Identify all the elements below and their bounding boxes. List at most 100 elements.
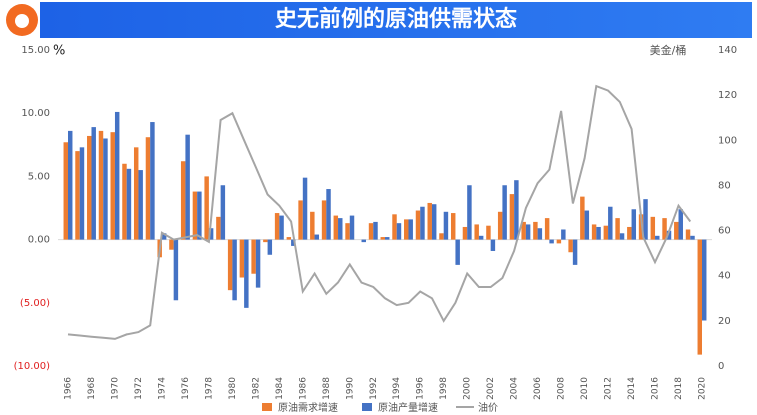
bar [169,239,174,250]
bar [408,219,413,240]
legend-swatch [362,403,372,411]
bar [697,239,702,355]
bar [678,209,683,240]
bar [114,111,120,240]
bar [549,239,554,244]
bar [75,151,80,240]
bar [68,130,73,240]
bar [415,210,421,240]
x-tick-label: 1998 [439,377,449,400]
bar [490,239,496,251]
bar [326,189,331,240]
bar [349,215,355,240]
x-tick-label: 1976 [181,377,191,400]
bar [584,210,590,240]
bar [255,239,261,288]
y2-tick-label: 20 [718,316,731,327]
bar [274,213,280,240]
legend-label: 油价 [478,401,498,414]
bar [431,204,437,240]
x-tick-label: 2018 [674,377,684,400]
bar [514,180,519,240]
legend-label: 原油产量增速 [378,401,438,414]
x-tick-label: 2016 [651,377,661,400]
bar [638,214,644,240]
y-tick-label: 5.00 [28,171,50,182]
x-tick-label: 2014 [627,377,637,400]
bar [650,216,656,240]
x-tick-label: 1996 [416,377,426,400]
x-tick-label: 1990 [345,377,355,400]
bar [286,237,292,240]
bar [145,137,151,240]
bar [443,211,449,240]
bar [392,214,397,240]
bar [420,206,425,240]
bar [596,226,601,240]
bar [561,229,566,240]
bar [192,191,198,240]
bar [615,218,620,240]
bar [525,224,531,240]
x-tick-label: 2010 [580,377,590,400]
y2-label: 美金/桶 [650,43,687,57]
bar [239,239,245,278]
x-tick-label: 1984 [275,377,285,400]
bar [674,221,679,240]
x-tick-label: 1982 [251,377,261,400]
bar [345,223,350,240]
bar [298,200,303,240]
bar [568,239,573,253]
logo-mark [15,14,29,28]
bar [208,228,214,240]
x-tick-label: 2000 [463,377,473,400]
bar [486,225,491,240]
bar [333,215,339,240]
y2-tick-label: 40 [718,271,731,282]
y-tick-label: 10.00 [21,108,50,119]
bar [79,147,85,240]
x-tick-label: 1968 [87,377,97,400]
bar [502,185,507,240]
bar [232,239,237,301]
bar [608,206,613,240]
bar [373,221,378,240]
bar [185,134,190,240]
x-tick-label: 1994 [392,377,402,400]
y2-tick-label: 60 [718,226,731,237]
bar [314,234,320,240]
bar [544,218,550,240]
bar [380,237,385,240]
price-line [67,84,692,340]
bar [603,225,609,240]
bar [462,226,468,240]
x-tick-label: 1978 [204,377,214,400]
bar [685,229,691,240]
header-banner [40,2,752,38]
y-unit: % [53,44,65,59]
bar [180,161,186,240]
x-tick-label: 1966 [64,377,74,400]
bar [103,138,108,240]
bar [497,211,503,240]
bar [385,237,390,240]
bar [404,219,409,240]
legend-swatch [262,403,272,411]
x-tick-label: 2012 [604,377,614,400]
bar [291,239,296,246]
x-tick-label: 1974 [157,377,167,400]
bar [267,239,273,255]
bar [91,127,96,240]
bar [478,235,484,240]
bar [439,233,444,240]
y2-tick-label: 120 [718,90,737,101]
bar [427,202,432,240]
bar [361,239,366,243]
y2-tick-label: 100 [718,135,737,146]
bar [655,235,660,240]
bar [627,226,632,240]
bar [474,224,479,240]
y-tick-label: (5.00) [20,298,50,309]
bar [133,147,139,240]
bar [150,122,155,240]
